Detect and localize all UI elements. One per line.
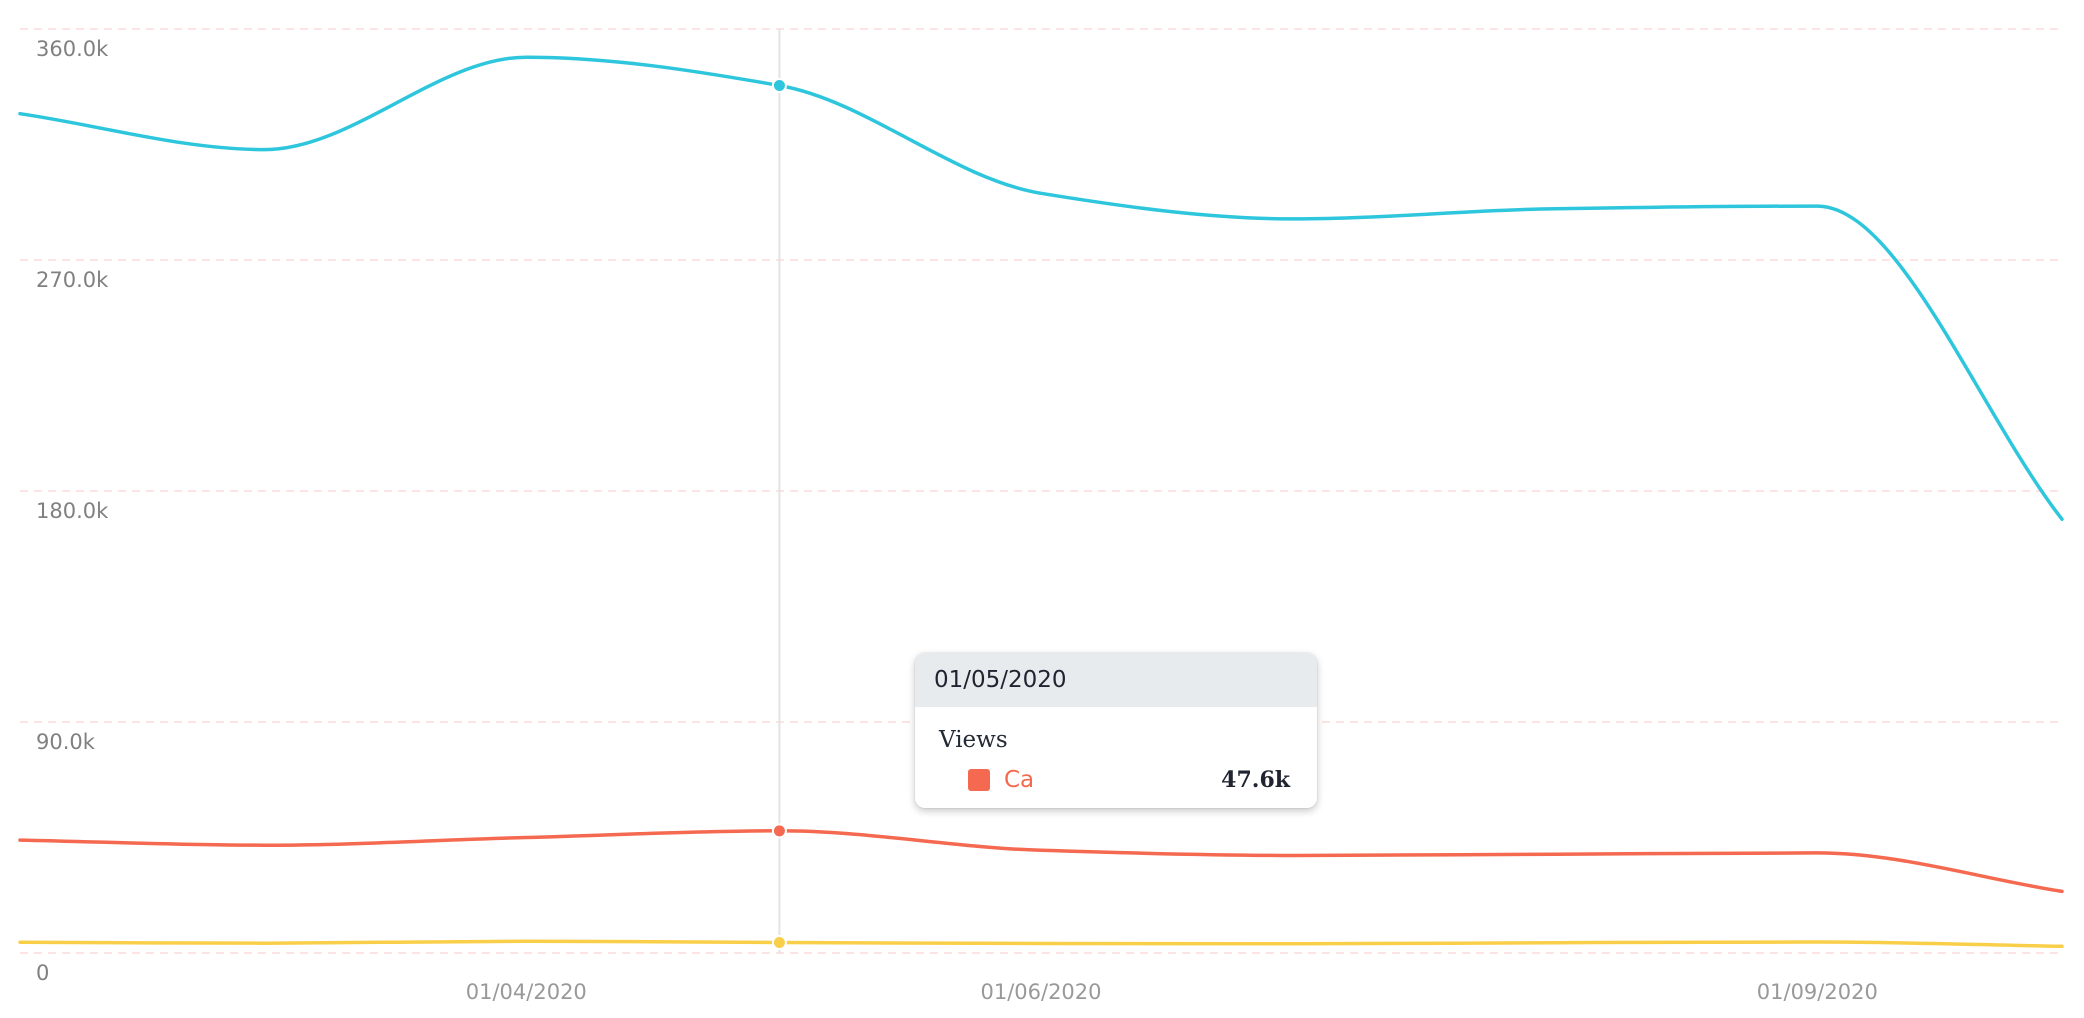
y-tick-label: 180.0k [36, 499, 109, 523]
y-tick-label: 270.0k [36, 268, 109, 292]
chart-tooltip: 01/05/2020 Views Ca 47.6k [915, 653, 1317, 808]
x-axis-ticks: 01/04/2020 01/06/2020 01/09/2020 [466, 980, 1878, 1004]
tooltip-date: 01/05/2020 [915, 653, 1317, 707]
tooltip-series-value: 47.6k [1221, 767, 1290, 793]
x-tick-label: 01/06/2020 [980, 980, 1101, 1004]
hover-markers [771, 77, 787, 950]
series-line-2 [18, 829, 2064, 894]
tooltip-group-label: Views [939, 727, 1008, 753]
tooltip-series-name: Ca [1004, 767, 1035, 793]
y-axis-ticks: 0 90.0k 180.0k 270.0k 360.0k [36, 37, 109, 985]
series-line-1 [18, 55, 2064, 521]
series-lines [18, 55, 2064, 949]
series-color-swatch [968, 769, 990, 791]
x-tick-label: 01/09/2020 [1757, 980, 1878, 1004]
grid-lines [20, 28, 2062, 954]
y-tick-label: 90.0k [36, 730, 96, 754]
series-line-3 [18, 939, 2064, 949]
y-tick-label: 0 [36, 961, 49, 985]
y-tick-label: 360.0k [36, 37, 109, 61]
x-tick-label: 01/04/2020 [466, 980, 587, 1004]
hover-point-1[interactable] [771, 77, 787, 93]
hover-point-2[interactable] [771, 823, 787, 839]
tooltip-series-row: Ca 47.6k [939, 767, 1290, 793]
hover-point-3[interactable] [771, 934, 787, 950]
